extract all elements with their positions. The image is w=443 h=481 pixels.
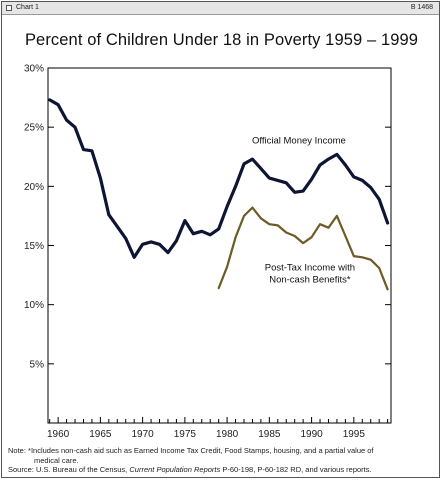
x-tick-label: 1985	[258, 429, 281, 440]
source-italic: Current Population Reports	[129, 465, 221, 474]
note-prefix: Note:	[8, 446, 26, 455]
note-text: Note: *Includes non-cash aid such as Ear…	[8, 446, 438, 465]
x-tick-label: 1995	[343, 429, 366, 440]
post-tax-income-line	[217, 206, 389, 291]
plot-frame	[47, 67, 392, 424]
y-tick-label: 30%	[24, 64, 44, 75]
source-text: Source: U.S. Bureau of the Census, Curre…	[8, 465, 438, 475]
official-money-income-label: Official Money Income	[252, 136, 346, 147]
x-tick-label: 1980	[216, 429, 239, 440]
chart-window-icon	[6, 5, 12, 11]
y-tick-label: 5%	[30, 359, 45, 370]
x-tick-label: 1960	[47, 429, 70, 440]
y-tick-label: 25%	[24, 123, 44, 134]
window-code: B 1468	[410, 4, 433, 11]
source-post: P-60-198, P-60-182 RD, and various repor…	[222, 465, 372, 474]
window-title-bar: Chart 1 B 1468	[2, 2, 439, 15]
post-tax-income-label-line: Post-Tax Income with	[265, 262, 355, 273]
x-tick-label: 1975	[174, 429, 197, 440]
y-tick-label: 20%	[24, 182, 44, 193]
x-tick-label: 1970	[131, 429, 154, 440]
note-line-2: medical care.	[34, 455, 79, 465]
y-tick-label: 15%	[24, 241, 44, 252]
x-tick-label: 1965	[89, 429, 112, 440]
x-tick-label: 1990	[300, 429, 323, 440]
window-title: Chart 1	[16, 4, 39, 11]
source-pre: U.S. Bureau of the Census,	[35, 465, 128, 474]
chart-title: Percent of Children Under 18 in Poverty …	[24, 31, 419, 49]
post-tax-income-label-line: Non-cash Benefits*	[269, 274, 351, 285]
note-line-1: *Includes non-cash aid such as Earned In…	[28, 446, 374, 455]
y-tick-label: 10%	[24, 300, 44, 311]
chart-notes: Note: *Includes non-cash aid such as Ear…	[8, 446, 438, 475]
official-money-income-line	[48, 98, 390, 259]
source-prefix: Source:	[8, 465, 34, 474]
